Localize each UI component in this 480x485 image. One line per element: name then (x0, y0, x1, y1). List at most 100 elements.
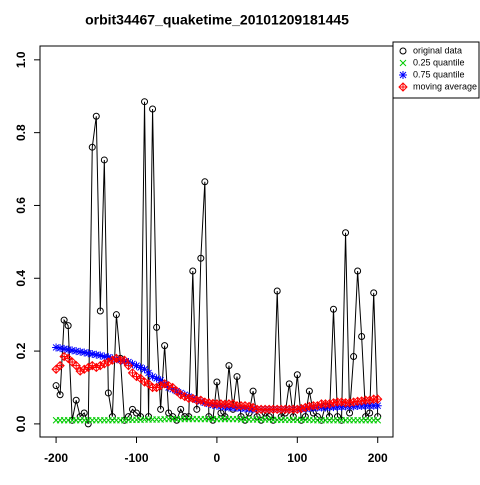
legend-marker (399, 59, 407, 67)
data-point (342, 229, 350, 237)
data-point (72, 347, 81, 356)
data-point (189, 267, 197, 275)
data-point (292, 404, 303, 415)
data-point (329, 305, 337, 313)
data-point (140, 365, 149, 374)
legend-marker (398, 82, 408, 92)
data-point (119, 355, 130, 365)
data-point (304, 401, 315, 412)
data-point (197, 254, 205, 262)
data-point (68, 346, 77, 355)
data-point (354, 267, 362, 275)
data-point (305, 387, 313, 395)
data-point (149, 105, 157, 113)
data-point (64, 345, 73, 354)
data-point (365, 401, 374, 410)
legend-box (392, 41, 480, 99)
y-tick-label: 0.4 (14, 270, 28, 287)
data-point (104, 353, 113, 362)
data-point (374, 416, 382, 424)
x-tick-label: 100 (287, 451, 307, 465)
data-point (141, 98, 149, 106)
data-point (80, 348, 89, 357)
data-point (337, 402, 346, 411)
y-tick-label: 1.0 (14, 51, 28, 68)
legend-label: 0.75 quantile (413, 69, 465, 79)
y-tick-label: 0.8 (14, 124, 28, 141)
legend-marker (399, 71, 407, 79)
data-point (193, 405, 201, 413)
legend-label: 0.25 quantile (413, 57, 465, 67)
data-point (361, 401, 370, 410)
data-point (152, 374, 161, 383)
x-tick-label: 200 (368, 451, 388, 465)
series (52, 415, 382, 424)
data-point (60, 316, 68, 324)
data-point (100, 156, 108, 164)
data-point (370, 289, 378, 297)
data-point (328, 398, 339, 408)
data-point (366, 409, 374, 417)
data-point (76, 347, 85, 356)
data-point (157, 405, 165, 413)
data-point (350, 353, 358, 361)
data-point (148, 372, 157, 381)
data-point (88, 349, 97, 358)
data-point (96, 307, 104, 315)
y-tick-label: 0.2 (14, 342, 28, 359)
data-point (88, 143, 96, 151)
data-point (369, 401, 378, 410)
data-point (165, 409, 173, 417)
data-point (92, 350, 101, 359)
x-tick-label: -100 (124, 451, 148, 465)
data-point (92, 112, 100, 120)
data-point (84, 349, 93, 358)
data-point (153, 323, 161, 331)
data-point (317, 416, 325, 424)
data-point (225, 362, 233, 370)
data-point (357, 402, 366, 411)
series (51, 351, 383, 415)
data-point (72, 396, 80, 404)
data-point (64, 322, 72, 330)
data-point (233, 373, 241, 381)
data-point (136, 363, 145, 372)
data-point (112, 311, 120, 319)
x-tick-label: -200 (44, 451, 68, 465)
data-point (128, 405, 136, 413)
data-point (333, 402, 342, 411)
data-point (161, 342, 169, 350)
data-point (358, 333, 366, 341)
data-point (56, 344, 65, 353)
data-point (96, 351, 105, 360)
data-point (285, 380, 293, 388)
data-point (128, 359, 137, 368)
legend-label: moving average (413, 81, 477, 91)
data-point (52, 382, 60, 390)
data-point (60, 344, 69, 353)
data-point (373, 401, 382, 410)
data-point (353, 402, 362, 411)
data-point (56, 391, 64, 399)
data-point (52, 343, 61, 352)
data-point (356, 396, 367, 406)
data-point (71, 360, 81, 371)
x-tick-label: 0 (214, 451, 221, 465)
data-point (201, 178, 209, 186)
data-point (144, 368, 153, 377)
data-point (100, 352, 109, 361)
data-point (132, 361, 141, 370)
data-point (132, 409, 140, 417)
data-point (80, 409, 88, 417)
data-point (273, 287, 281, 295)
data-point (156, 376, 165, 385)
data-point (249, 387, 257, 395)
data-point (104, 389, 112, 397)
y-tick-label: 0.0 (14, 415, 28, 432)
data-point (123, 360, 134, 371)
data-point (177, 405, 185, 413)
data-point (68, 416, 76, 424)
data-point (338, 416, 346, 424)
